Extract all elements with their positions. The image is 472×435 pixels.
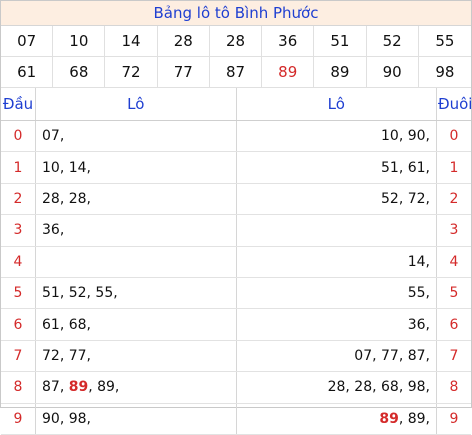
table-row: 0 07, 10, 90, 0 <box>1 120 471 153</box>
number-cell: 51 <box>314 26 367 57</box>
number-cell: 89 <box>262 57 315 88</box>
lo-number-text: 36, <box>407 316 430 333</box>
lo-right-cell: 10, 90, <box>236 120 437 153</box>
number-cell: 87 <box>209 57 263 88</box>
lo-number-text: 51, 52, 55, <box>42 285 118 302</box>
table-title: Bảng lô tô Bình Phước <box>1 1 471 26</box>
loto-table: Đầu Lô Lô Đuôi 0 07, 10, 90, 0 1 10, 14, 51, 6… <box>1 88 472 435</box>
lo-left-cell: 72, 77, <box>35 340 237 373</box>
dau-digit: 7 <box>1 340 36 373</box>
lo-right-cell: 52, 72, <box>236 183 437 216</box>
lo-number-text: , 89, <box>88 379 120 396</box>
duoi-digit: 3 <box>436 214 471 247</box>
duoi-digit: 0 <box>436 120 471 153</box>
results-number-grid: 07 10 14 28 28 36 51 52 55 61 68 72 77 87 89 89 90 98 <box>1 26 471 88</box>
lo-number-text: 52, 72, <box>381 190 430 207</box>
duoi-digit: 1 <box>436 151 471 184</box>
lo-left-cell: 28, 28, <box>35 183 237 216</box>
lo-right-cell <box>236 214 437 247</box>
table-row: 2 28, 28, 52, 72, 2 <box>1 183 471 216</box>
lo-number-text: 07, 77, 87, <box>354 347 430 364</box>
duoi-digit: 8 <box>436 371 471 404</box>
lo-right-cell: 51, 61, <box>236 151 437 184</box>
lo-number-text: 90, 98, <box>42 410 91 427</box>
lo-number-text: 28, 28, 68, 98, <box>327 379 430 396</box>
duoi-digit: 2 <box>436 183 471 216</box>
lo-number-text: 28, 28, <box>42 190 91 207</box>
number-cell: 72 <box>105 57 158 88</box>
dau-digit: 8 <box>1 371 36 404</box>
lo-right-cell: 36, <box>236 308 437 341</box>
header-lo-right: Lô <box>236 88 437 121</box>
dau-digit: 3 <box>1 214 36 247</box>
header-lo-left: Lô <box>35 88 237 121</box>
dau-digit: 4 <box>1 246 36 278</box>
header-row: Đầu Lô Lô Đuôi <box>1 88 472 121</box>
duoi-digit: 6 <box>436 308 471 341</box>
lo-right-cell: 14, <box>236 246 437 278</box>
lo-number-text: 61, 68, <box>42 316 91 333</box>
table-row: 1 10, 14, 51, 61, 1 <box>1 151 471 184</box>
number-cell: 10 <box>53 26 106 57</box>
lo-number-text: 10, 14, <box>42 159 91 176</box>
lo-right-cell: 55, <box>236 277 437 310</box>
lo-right-cell: 28, 28, 68, 98, <box>236 371 437 404</box>
lo-left-cell: 61, 68, <box>35 308 237 341</box>
lo-number-text: 51, 61, <box>381 159 430 176</box>
number-cell: 36 <box>262 26 315 57</box>
number-cell: 07 <box>1 26 54 57</box>
number-cell: 98 <box>418 57 471 88</box>
dau-digit: 0 <box>1 120 36 153</box>
lo-left-cell: 51, 52, 55, <box>35 277 237 310</box>
number-cell: 61 <box>1 57 54 88</box>
lo-number-highlight: 89 <box>379 410 399 427</box>
lo-left-cell: 07, <box>35 120 237 153</box>
lo-number-text: , 89, <box>398 410 430 427</box>
dau-digit: 1 <box>1 151 36 184</box>
number-cell: 68 <box>53 57 106 88</box>
lo-left-cell <box>35 246 237 278</box>
duoi-digit: 5 <box>436 277 471 310</box>
lo-right-cell: 07, 77, 87, <box>236 340 437 373</box>
lo-number-text: 87, <box>42 379 69 396</box>
table-row: 5 51, 52, 55, 55, 5 <box>1 277 471 310</box>
number-cell: 77 <box>157 57 210 88</box>
duoi-digit: 4 <box>436 246 471 278</box>
table-row: 6 61, 68, 36, 6 <box>1 308 471 341</box>
dau-digit: 6 <box>1 308 36 341</box>
number-cell: 14 <box>105 26 158 57</box>
lo-left-cell: 87, 89, 89, <box>35 371 237 404</box>
lo-number-text: 07, <box>42 128 65 145</box>
duoi-digit: 7 <box>436 340 471 373</box>
lo-left-cell: 10, 14, <box>35 151 237 184</box>
lo-number-text: 14, <box>407 253 430 270</box>
number-cell: 89 <box>314 57 367 88</box>
lo-number-text: 72, 77, <box>42 347 91 364</box>
number-cell: 28 <box>157 26 210 57</box>
number-cell: 90 <box>366 57 419 88</box>
dau-digit: 2 <box>1 183 36 216</box>
header-dau: Đầu <box>1 88 36 121</box>
lo-number-text: 55, <box>407 285 430 302</box>
dau-digit: 5 <box>1 277 36 310</box>
table-row: 3 36, 3 <box>1 214 471 247</box>
number-cell: 28 <box>209 26 263 57</box>
lo-number-highlight: 89 <box>68 379 89 396</box>
header-duoi: Đuôi <box>436 88 472 121</box>
lo-number-text: 10, 90, <box>381 128 430 145</box>
table-row: 4 14, 4 <box>1 246 471 278</box>
number-cell: 52 <box>366 26 419 57</box>
number-cell: 55 <box>418 26 471 57</box>
table-row: 8 87, 89, 89, 28, 28, 68, 98, 8 <box>1 371 471 404</box>
lo-left-cell: 36, <box>35 214 237 247</box>
lo-number-text: 36, <box>42 222 65 239</box>
table-row: 7 72, 77, 07, 77, 87, 7 <box>1 340 471 373</box>
